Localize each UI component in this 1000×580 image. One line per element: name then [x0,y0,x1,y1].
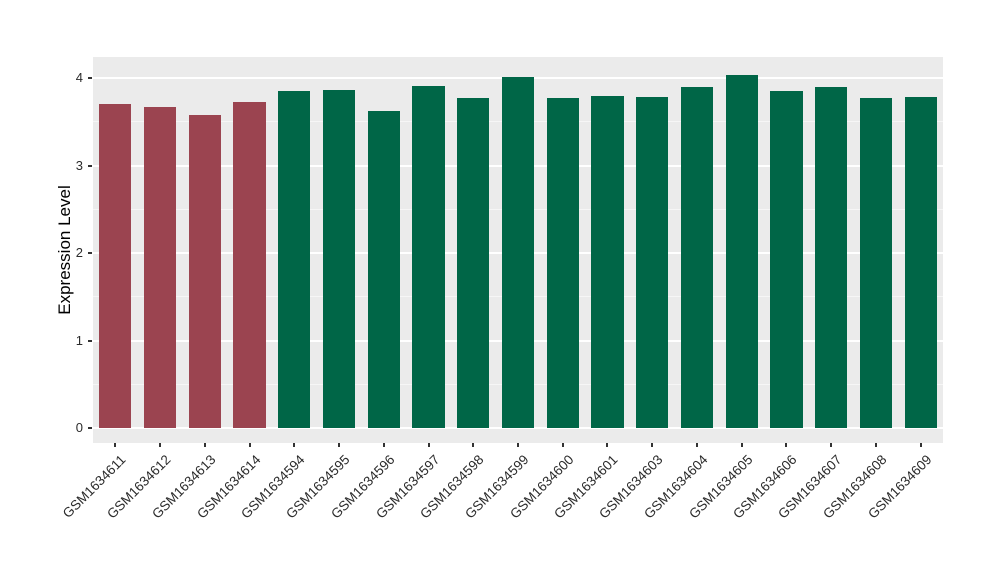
y-tick-label: 2 [75,245,83,261]
x-tick-mark [427,443,430,447]
x-tick-mark [338,443,341,447]
y-tick-label: 4 [75,70,83,85]
y-tick-mark [88,427,92,430]
plot-panel [93,57,943,443]
bar-GSM1634604 [680,86,714,429]
bar-GSM1634594 [278,91,311,429]
x-tick-mark [695,443,698,447]
y-tick-label: 0 [75,420,83,436]
x-tick-mark [874,443,877,447]
bar-GSM1634597 [412,85,445,429]
x-tick-mark [561,443,564,447]
bar-GSM1634607 [815,86,848,429]
x-tick-mark [830,443,833,447]
bar-GSM1634611 [99,104,132,429]
x-tick-mark [293,443,296,447]
bar-GSM1634601 [591,96,624,429]
y-tick-mark [88,339,92,342]
bar-GSM1634613 [188,114,221,429]
x-tick-mark [606,443,609,447]
x-tick-mark [919,443,922,447]
bar-GSM1634598 [457,98,490,429]
x-tick-mark [517,443,519,447]
y-tick-mark [88,77,92,79]
bar-GSM1634600 [546,98,579,429]
y-tick-mark [88,164,92,167]
x-tick-mark [382,443,385,447]
y-tick-label: 1 [75,332,83,348]
bar-GSM1634599 [501,77,535,429]
bar-GSM1634603 [636,97,669,429]
bar-GSM1634609 [904,97,937,429]
x-tick-mark [785,443,788,447]
bar-GSM1634608 [859,98,892,429]
x-tick-mark [740,443,743,447]
bar-GSM1634596 [367,111,400,429]
y-tick-label: 3 [75,157,83,173]
bar-GSM1634614 [233,101,266,429]
x-tick-mark [159,443,162,447]
x-tick-mark [203,443,206,447]
x-tick-mark [651,443,654,447]
bar-GSM1634595 [322,90,356,429]
x-tick-mark [248,443,251,447]
bar-GSM1634612 [144,106,177,429]
x-tick-mark [472,443,475,447]
bar-GSM1634606 [770,91,803,429]
bar-GSM1634605 [725,74,758,429]
x-tick-mark [114,443,117,447]
y-tick-mark [88,252,92,255]
